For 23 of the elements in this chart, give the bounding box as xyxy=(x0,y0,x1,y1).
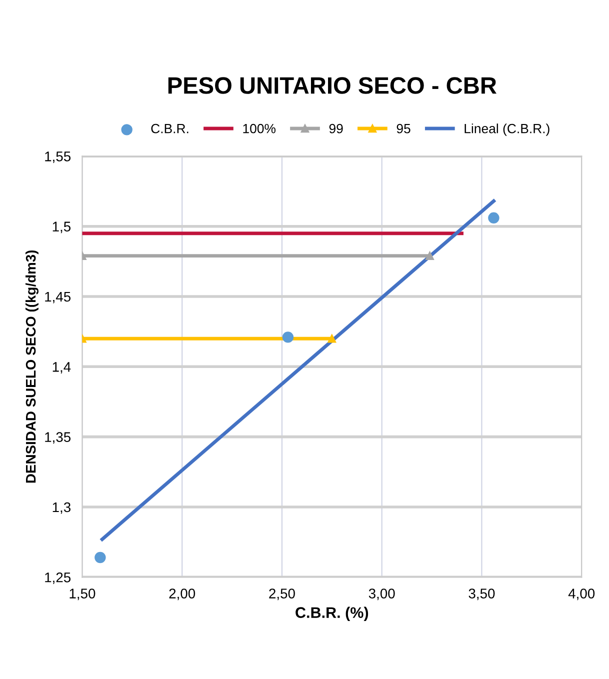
y-tick-label: 1,55 xyxy=(45,152,71,163)
y-tick-label: 1,25 xyxy=(45,572,71,584)
y-tick-label: 1,3 xyxy=(52,502,70,514)
chart-title: PESO UNITARIO SECO - CBR xyxy=(168,77,496,94)
y-tick-label: 1,45 xyxy=(45,292,71,304)
legend-label: 95 xyxy=(396,124,410,134)
x-tick-label: 3,50 xyxy=(468,588,495,600)
x-tick-label: 2,50 xyxy=(269,588,295,600)
legend-label: C.B.R. xyxy=(151,124,188,134)
y-tick-label: 1,4 xyxy=(52,362,71,374)
y-tick-label: 1,5 xyxy=(52,222,71,234)
x-tick-label: 3,00 xyxy=(368,588,395,600)
point xyxy=(488,212,500,224)
x-tick-label: 1,50 xyxy=(70,588,96,600)
legend-label: 100% xyxy=(243,124,276,134)
x-tick-label: 4,00 xyxy=(568,588,595,600)
legend-label: Lineal (C.B.R.) xyxy=(464,124,550,136)
legend-label: 99 xyxy=(329,124,343,134)
y-tick-label: 1,35 xyxy=(45,432,71,444)
x-axis-title: C.B.R. (%) xyxy=(296,606,368,622)
x-tick-label: 2,00 xyxy=(169,588,196,600)
y-axis-title: DENSIDAD SUELO SECO ((kg/dm3) xyxy=(26,250,39,483)
point xyxy=(282,332,294,343)
